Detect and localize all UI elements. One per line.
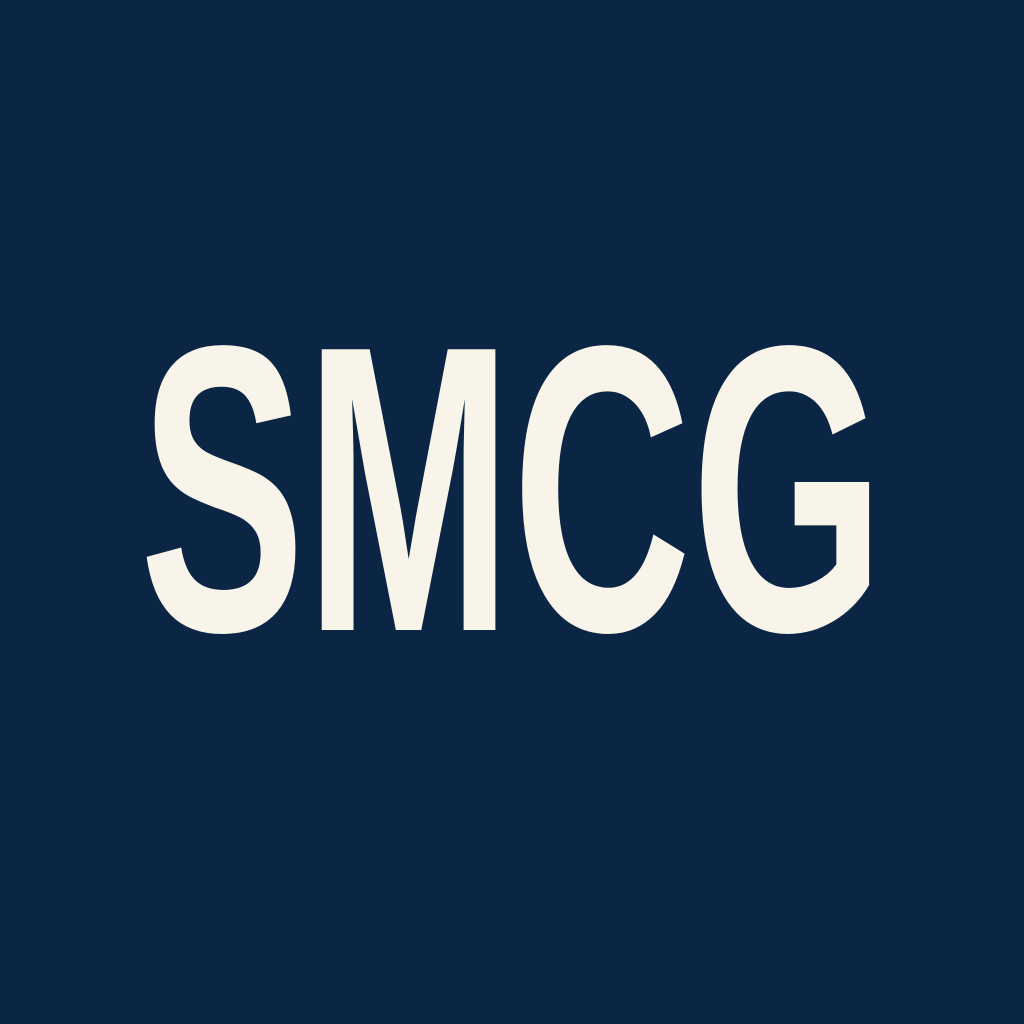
logo-text: SMCG (139, 261, 884, 717)
